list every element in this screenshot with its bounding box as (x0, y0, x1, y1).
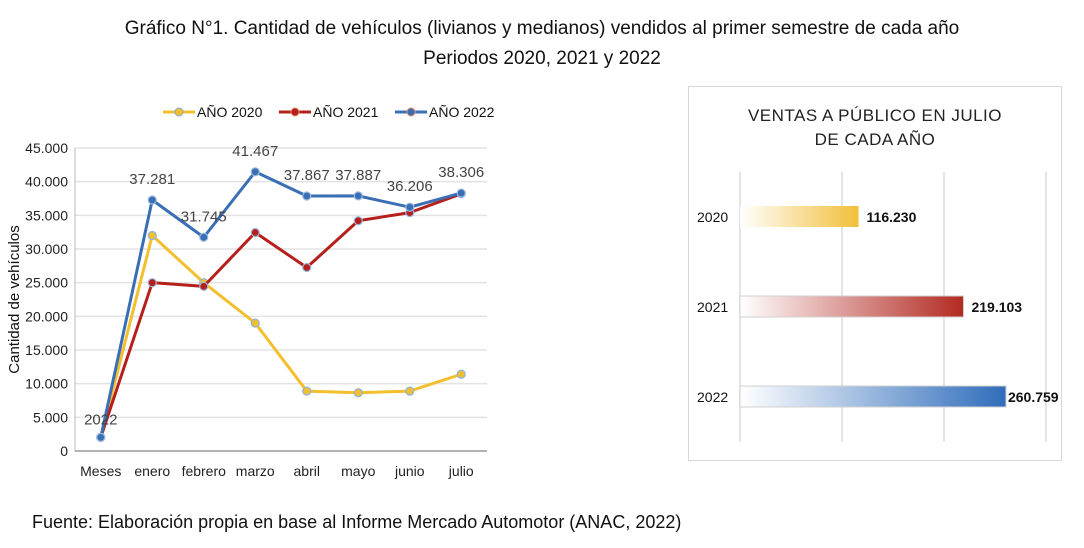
data-point (96, 432, 106, 442)
y-tick-label: 5.000 (33, 409, 68, 425)
y-tick-label: 40.000 (25, 174, 68, 190)
data-label: 37.867 (284, 167, 330, 184)
y-tick-label: 30.000 (25, 241, 68, 257)
data-point (250, 227, 260, 238)
data-label: 37.887 (335, 167, 381, 184)
x-tick-label: enero (134, 463, 170, 479)
y-tick-label: 2021 (697, 299, 728, 315)
data-point (353, 191, 363, 201)
y-tick-label: 15.000 (25, 342, 68, 358)
bar-chart-title: VENTAS A PÚBLICO EN JULIO (747, 106, 1003, 125)
bar (739, 295, 964, 318)
data-point (199, 281, 209, 291)
y-tick-label: 2020 (697, 209, 728, 225)
legend-marker (290, 107, 300, 117)
x-tick-label: junio (394, 463, 425, 479)
data-point (250, 318, 260, 328)
data-label: 116.230 (867, 209, 917, 225)
data-point (302, 386, 312, 396)
data-label: 260.759 (1008, 389, 1059, 405)
legend-marker (406, 107, 416, 117)
data-label: 41.467 (232, 143, 278, 160)
x-tick-label: marzo (236, 463, 275, 479)
data-label: 38.306 (438, 164, 484, 181)
x-tick-label: Meses (80, 463, 121, 479)
bar-chart-title-line2: DE CADA AÑO (814, 130, 936, 149)
series-line (99, 234, 462, 438)
bar (739, 385, 1007, 408)
legend-label: AÑO 2022 (429, 104, 495, 120)
data-point (147, 278, 157, 288)
data-point (302, 262, 312, 273)
line-chart: 0 5.000 10.000 15.000 20.000 25.000 30.000 35.0… (6, 104, 495, 479)
chart-subtitle: Periodos 2020, 2021 y 2022 (423, 48, 661, 69)
chart-title: Gráfico N°1. Cantidad de vehículos (livi… (124, 18, 960, 39)
legend-label: AÑO 2020 (197, 104, 263, 120)
data-point (147, 195, 157, 205)
y-axis-label: Cantidad de vehículos (6, 225, 23, 373)
x-tick-label: mayo (341, 463, 375, 479)
legend-marker (174, 107, 184, 117)
data-label: 37.281 (129, 171, 175, 188)
data-point (405, 202, 415, 212)
data-point (199, 232, 209, 242)
y-tick-label: 35.000 (25, 207, 68, 223)
y-tick-label: 20.000 (25, 308, 68, 324)
series-line (99, 192, 462, 438)
y-tick-label: 2022 (697, 389, 728, 405)
data-point (456, 188, 466, 198)
x-tick-label: abril (294, 463, 320, 479)
data-label: 2022 (84, 411, 117, 428)
data-point (302, 191, 312, 201)
source-note: Fuente: Elaboración propia en base al In… (32, 512, 682, 532)
data-label: 36.206 (387, 178, 433, 195)
series-line (99, 170, 462, 438)
y-tick-label: 10.000 (25, 376, 68, 392)
x-tick-label: febrero (182, 463, 227, 479)
bar-chart: 2020 116.230 2021 219.103 2022 260.759 (697, 172, 1059, 442)
data-point (353, 388, 363, 398)
legend-label: AÑO 2021 (313, 104, 379, 120)
y-tick-label: 45.000 (25, 140, 68, 156)
data-point (353, 216, 363, 226)
bar-chart-panel (688, 86, 1062, 461)
y-tick-label: 0 (60, 443, 68, 459)
bar (740, 206, 859, 227)
data-label: 31.745 (181, 208, 227, 225)
data-label: 219.103 (971, 299, 1022, 315)
data-point (250, 167, 260, 177)
x-tick-label: julio (448, 463, 474, 479)
y-tick-label: 25.000 (25, 275, 68, 291)
data-point (147, 230, 157, 241)
data-point (405, 386, 415, 396)
data-point (456, 369, 466, 379)
